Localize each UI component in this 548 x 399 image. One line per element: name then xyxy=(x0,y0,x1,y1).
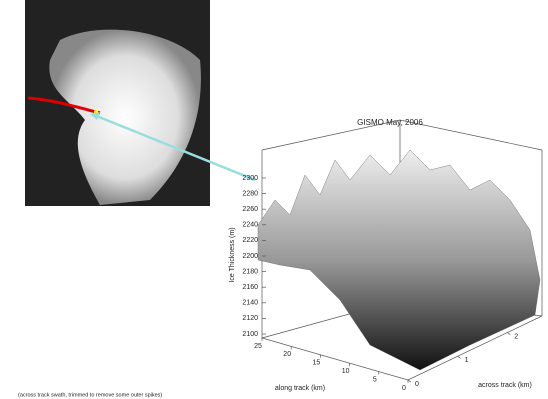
z-tick-label: 2160 xyxy=(242,284,258,291)
figure: GISMO May, 2006 Ice Thickness (m) along … xyxy=(0,0,548,399)
y-tick xyxy=(458,356,461,358)
x-tick-label: 0 xyxy=(402,385,406,392)
x-tick-label: 25 xyxy=(254,343,262,350)
z-tick-label: 2180 xyxy=(242,268,258,275)
z-axis-label: Ice Thickness (m) xyxy=(229,227,236,282)
x-tick-label: 5 xyxy=(373,376,377,383)
chart-title: GISMO May, 2006 xyxy=(357,118,423,127)
x-tick-label: 10 xyxy=(342,368,350,375)
z-tick-label: 2220 xyxy=(242,237,258,244)
z-tick-label: 2280 xyxy=(242,190,258,197)
z-tick-label: 2200 xyxy=(242,253,258,260)
x-axis-label: along track (km) xyxy=(275,385,325,392)
y-tick-label: 0 xyxy=(415,381,419,388)
z-tick-label: 2240 xyxy=(242,222,258,229)
y-tick-label: 1 xyxy=(465,357,469,364)
caption: (across track swath, trimmed to remove s… xyxy=(18,392,162,398)
y-tick xyxy=(408,380,411,382)
z-tick-label: 2300 xyxy=(242,175,258,182)
y-tick xyxy=(507,333,510,335)
map xyxy=(25,0,210,206)
y-axis-label: across track (km) xyxy=(478,382,532,389)
z-tick-label: 2260 xyxy=(242,206,258,213)
z-tick-label: 2140 xyxy=(242,300,258,307)
x-tick-label: 15 xyxy=(313,360,321,367)
y-tick-label: 2 xyxy=(514,333,518,340)
x-tick-label: 20 xyxy=(283,351,291,358)
z-tick-label: 2100 xyxy=(242,331,258,338)
z-tick-label: 2120 xyxy=(242,315,258,322)
